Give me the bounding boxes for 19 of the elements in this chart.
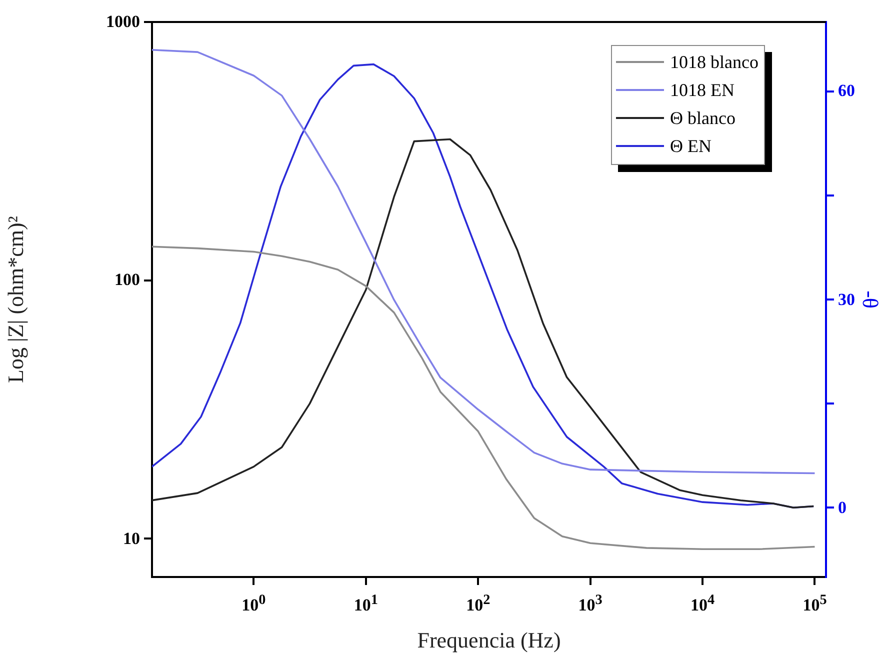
x-tick-label: 10$^{5}$ (802, 591, 827, 615)
x-tick-label: 10$^{3}$ (578, 591, 602, 615)
x-tick-label: 10$^{0}$ (242, 591, 266, 615)
legend-label: 1018 blanco (670, 51, 758, 74)
y-tick-label: 1000 (106, 12, 140, 31)
x-axis-title: Frequencia (Hz) (417, 628, 561, 653)
y2-tick-label: 30 (838, 290, 855, 308)
legend-label: Θ blanco (670, 107, 736, 130)
y-tick-label: 10 (123, 528, 140, 548)
y2-tick-label: 0 (838, 498, 846, 517)
legend-label: Θ EN (670, 135, 712, 158)
x-tick-label: 10$^{1}$ (354, 591, 378, 615)
x-tick-label: 10$^{2}$ (466, 591, 490, 615)
y2-tick-label: 60 (838, 81, 855, 100)
y-tick-label: 100 (114, 270, 140, 290)
legend-label: 1018 EN (670, 79, 734, 102)
x-tick-label: 10$^{4}$ (690, 591, 715, 615)
y2-axis-title: -θ (858, 290, 884, 308)
y-axis-title: Log |Z| (ohm*cm)² (2, 216, 28, 383)
